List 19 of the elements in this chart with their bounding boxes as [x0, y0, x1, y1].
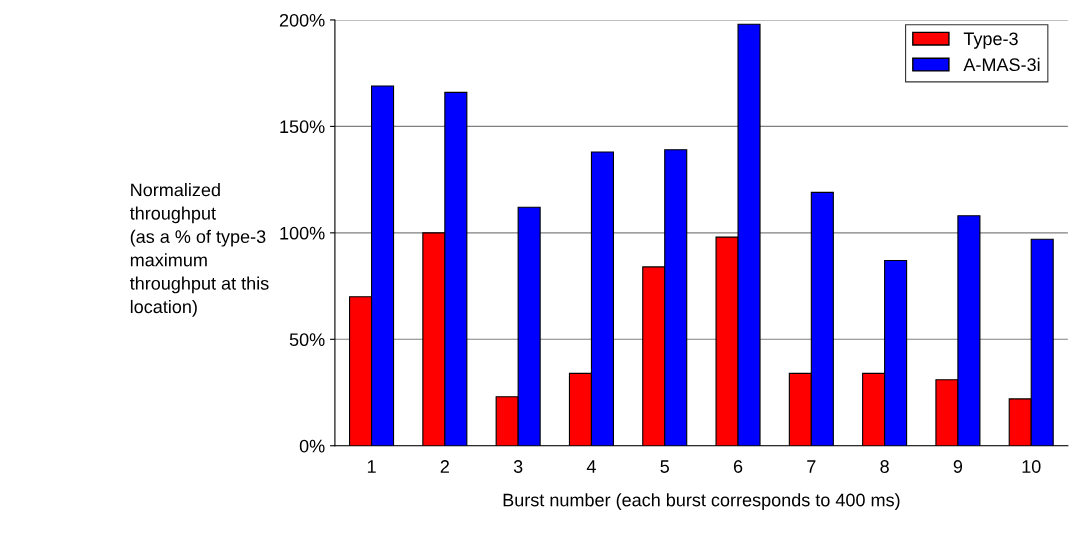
x-tick-label: 4 — [586, 460, 596, 473]
x-tick-label: 7 — [807, 460, 816, 473]
x-tick-label: 5 — [660, 460, 669, 473]
x-tick-label: 10 — [1022, 460, 1041, 473]
x-tick-label: 3 — [513, 460, 523, 473]
y-tick-label: 200% — [279, 13, 325, 27]
y-tick-label: 150% — [280, 120, 325, 134]
y-axis-title: Normalized throughput (as a % of type-3 maximum throughput at this location) — [129, 183, 269, 317]
legend-label: Type-3 — [963, 32, 1018, 49]
legend-label: A-MAS-3i — [963, 57, 1040, 72]
x-tick-label: 6 — [733, 460, 743, 473]
y-tick-label: 0% — [299, 439, 325, 453]
y-tick-label: 50% — [289, 333, 325, 347]
x-tick-label: 2 — [440, 460, 449, 473]
x-tick-label: 9 — [953, 460, 963, 473]
x-tick-label: 1 — [367, 460, 376, 473]
x-axis-title: Burst number (each burst corresponds to 400 ms) — [503, 493, 900, 510]
x-tick-label: 8 — [880, 460, 889, 473]
y-tick-label: 100% — [280, 226, 325, 240]
